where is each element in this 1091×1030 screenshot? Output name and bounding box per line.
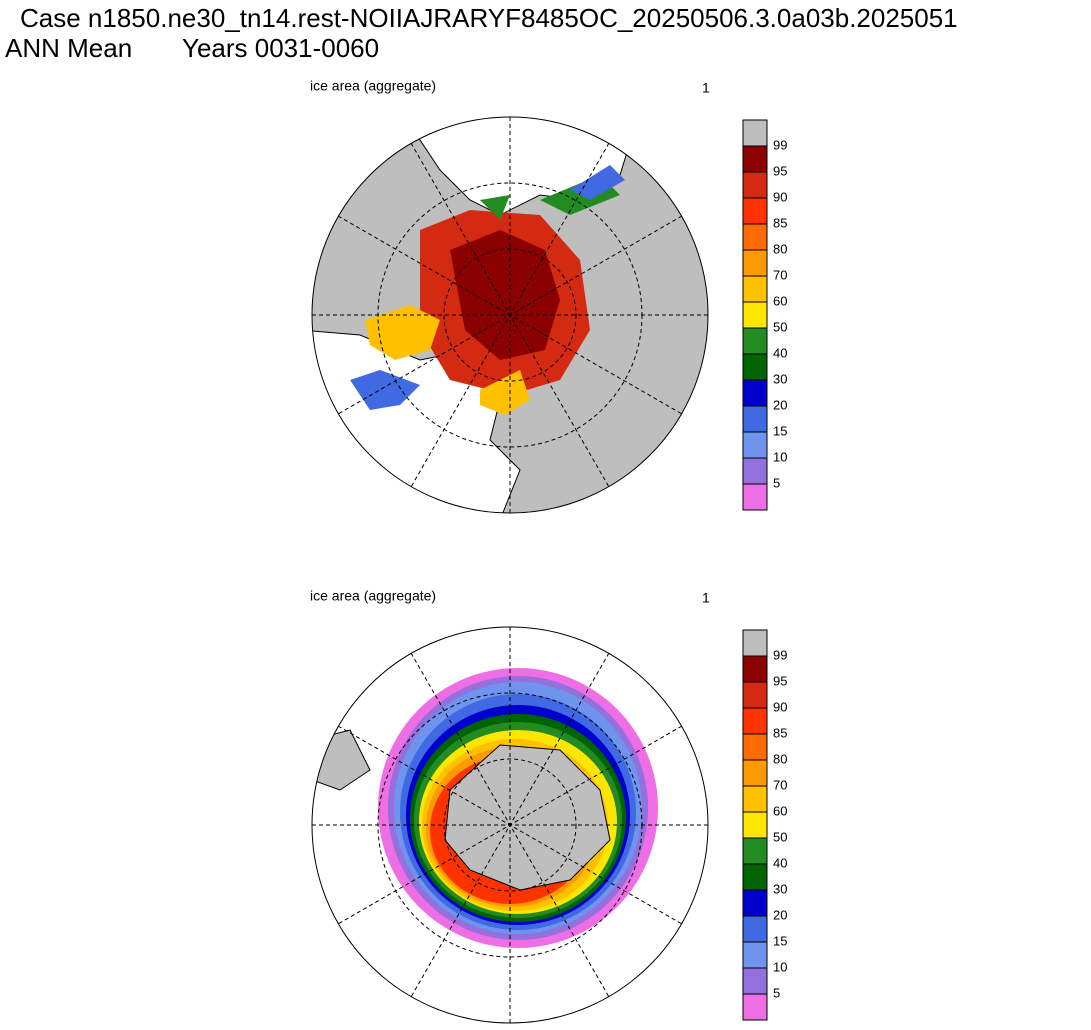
- colorbar-label: 20: [773, 907, 787, 922]
- colorbar-box: [742, 629, 768, 657]
- colorbar-box: [742, 915, 768, 943]
- colorbar-box: [742, 457, 768, 485]
- colorbar-box: [742, 379, 768, 407]
- colorbar-box: [742, 275, 768, 303]
- colorbar-label: 50: [773, 829, 787, 844]
- colorbar-box: [742, 785, 768, 813]
- colorbar-label: 85: [773, 725, 787, 740]
- colorbar-label: 40: [773, 345, 787, 360]
- colorbar-box: [742, 197, 768, 225]
- colorbar-box: [742, 837, 768, 865]
- colorbar-box: [742, 681, 768, 709]
- colorbar-box: [742, 405, 768, 433]
- colorbar-box: [742, 353, 768, 381]
- colorbar-box: [742, 863, 768, 891]
- arctic-map: [312, 117, 708, 513]
- colorbar-label: 10: [773, 959, 787, 974]
- colorbar-box: [742, 431, 768, 459]
- colorbar-label: 10: [773, 449, 787, 464]
- colorbar-label: 95: [773, 673, 787, 688]
- panel-title: ice area (aggregate): [310, 588, 436, 604]
- colorbar-label: 95: [773, 163, 787, 178]
- colorbar-box: [742, 733, 768, 761]
- panel-title: ice area (aggregate): [310, 78, 436, 94]
- colorbar-label: 80: [773, 241, 787, 256]
- colorbar-label: 85: [773, 215, 787, 230]
- colorbar-label: 15: [773, 423, 787, 438]
- season: ANN Mean: [5, 33, 132, 63]
- antarctic-grid: [311, 626, 709, 1024]
- colorbar-label: 20: [773, 397, 787, 412]
- colorbar-label: 80: [773, 751, 787, 766]
- colorbar-label: 99: [773, 137, 787, 152]
- colorbar-label: 90: [773, 189, 787, 204]
- colorbar-box: [742, 301, 768, 329]
- colorbar-label: 90: [773, 699, 787, 714]
- panel-label: 1: [702, 80, 710, 96]
- case-title: Case n1850.ne30_tn14.rest-NOIIAJRARYF848…: [20, 3, 958, 33]
- colorbar-label: 5: [773, 475, 780, 490]
- colorbar-box: [742, 811, 768, 839]
- colorbar-box: [742, 223, 768, 251]
- colorbar-label: 5: [773, 985, 780, 1000]
- colorbar-box: [742, 967, 768, 995]
- colorbar-label: 30: [773, 881, 787, 896]
- arctic-grid: [311, 116, 709, 514]
- colorbar-box: [742, 707, 768, 735]
- panel-label: 1: [702, 590, 710, 606]
- colorbar-box: [742, 145, 768, 173]
- colorbar-box: [742, 655, 768, 683]
- colorbar-box: [742, 759, 768, 787]
- colorbar-label: 70: [773, 267, 787, 282]
- colorbar-box: [742, 941, 768, 969]
- colorbar-box: [742, 119, 768, 147]
- colorbar-label: 50: [773, 319, 787, 334]
- colorbar-box: [742, 483, 768, 511]
- colorbar-label: 99: [773, 647, 787, 662]
- colorbar-label: 40: [773, 855, 787, 870]
- colorbar-box: [742, 889, 768, 917]
- colorbar-label: 70: [773, 777, 787, 792]
- colorbar-label: 60: [773, 803, 787, 818]
- colorbar-box: [742, 249, 768, 277]
- years: Years 0031-0060: [182, 33, 379, 63]
- colorbar-box: [742, 327, 768, 355]
- colorbar-box: [742, 171, 768, 199]
- colorbar-label: 30: [773, 371, 787, 386]
- colorbar-box: [742, 993, 768, 1021]
- colorbar-label: 15: [773, 933, 787, 948]
- colorbar-label: 60: [773, 293, 787, 308]
